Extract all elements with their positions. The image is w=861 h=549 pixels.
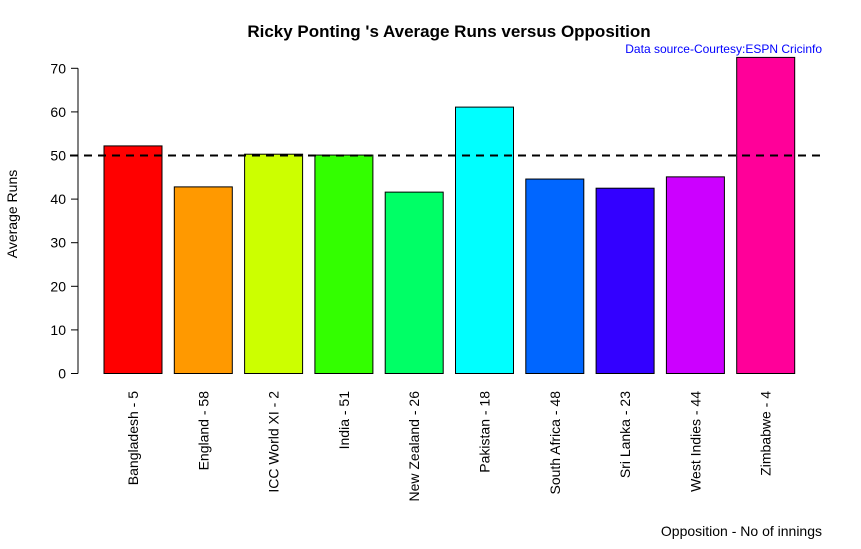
x-axis-label: Opposition - No of innings — [661, 523, 822, 539]
bar — [455, 106, 514, 374]
bar — [173, 186, 233, 374]
x-category-label: ICC World XI - 2 — [266, 391, 282, 493]
y-tick-label: 0 — [58, 366, 66, 382]
y-tick-label: 50 — [50, 148, 66, 164]
bar — [736, 56, 796, 375]
x-category-label: Sri Lanka - 23 — [617, 391, 633, 478]
bar — [525, 178, 585, 374]
bar — [665, 176, 725, 374]
bars-group — [103, 56, 796, 375]
category-labels: Bangladesh - 5 England - 58 ICC World XI -… — [125, 391, 774, 502]
y-tick-label: 70 — [50, 60, 66, 76]
x-category-label: South Africa - 48 — [547, 391, 563, 495]
y-tick-label: 20 — [50, 278, 66, 294]
x-category-label: Zimbabwe - 4 — [758, 391, 774, 476]
data-source-note: Data source-Courtesy:ESPN Cricinfo — [625, 42, 822, 56]
x-category-label: Pakistan - 18 — [477, 391, 493, 473]
y-tick-label: 40 — [50, 191, 66, 207]
y-axis: 0 10 20 30 40 50 60 70 — [50, 60, 79, 382]
bar — [244, 153, 304, 374]
x-category-label: West Indies - 44 — [687, 391, 703, 492]
x-category-label: England - 58 — [195, 391, 211, 471]
y-axis-label: Average Runs — [4, 170, 20, 258]
x-category-label: Bangladesh - 5 — [125, 391, 141, 485]
y-tick-label: 10 — [50, 322, 66, 338]
x-category-label: India - 51 — [336, 391, 352, 450]
bar — [103, 145, 163, 374]
chart-title: Ricky Ponting 's Average Runs versus Opp… — [247, 22, 650, 41]
bar — [595, 187, 655, 374]
bar — [384, 191, 444, 374]
x-category-label: New Zealand - 26 — [406, 391, 422, 502]
y-tick-label: 60 — [50, 104, 66, 120]
y-tick-label: 30 — [50, 235, 66, 251]
bar — [314, 154, 374, 374]
